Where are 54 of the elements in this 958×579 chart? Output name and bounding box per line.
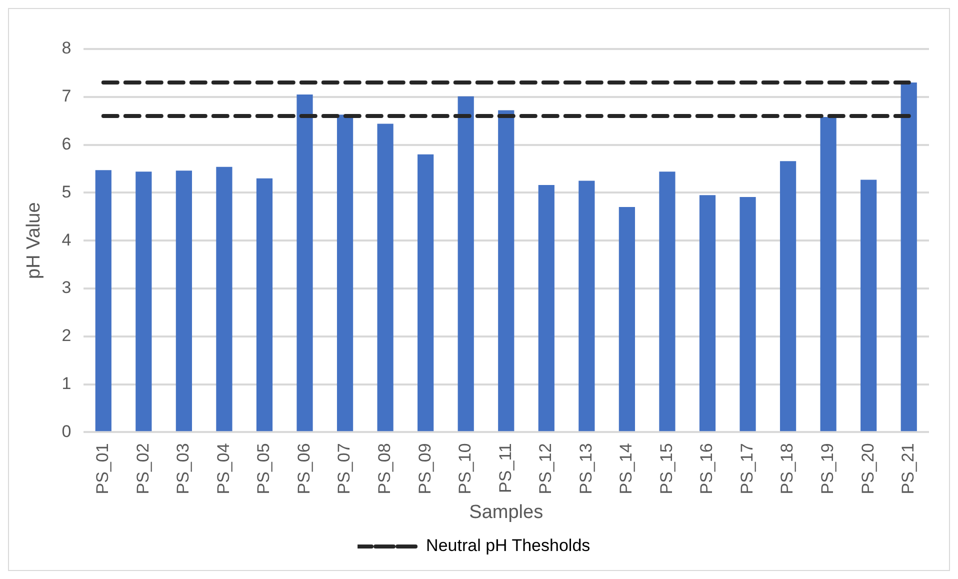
- bar: [95, 170, 112, 432]
- bar: [377, 124, 394, 432]
- y-tick-label: 7: [62, 86, 72, 106]
- x-tick-label: PS_16: [697, 443, 716, 494]
- bar: [578, 180, 595, 432]
- y-tick-label: 5: [62, 182, 72, 202]
- bar: [458, 96, 474, 432]
- bar: [780, 161, 796, 432]
- bar: [900, 82, 917, 432]
- x-tick-label: PS_04: [214, 443, 233, 494]
- x-tick-label: PS_01: [93, 443, 112, 494]
- bar: [256, 178, 273, 432]
- bar: [699, 195, 716, 432]
- x-tick-label: PS_13: [576, 443, 596, 494]
- x-tick-label: PS_15: [656, 443, 676, 494]
- x-tick-label: PS_03: [174, 443, 193, 494]
- y-tick-label: 8: [62, 38, 72, 58]
- bar: [336, 114, 354, 432]
- bar: [740, 196, 756, 432]
- x-tick-label: PS_02: [133, 443, 152, 494]
- bar: [176, 170, 192, 432]
- y-tick-label: 4: [62, 230, 72, 250]
- x-tick-label: PS_09: [415, 443, 434, 494]
- bar: [418, 154, 434, 432]
- bar: [296, 94, 313, 432]
- y-tick-label: 6: [62, 134, 72, 154]
- x-tick-label: PS_14: [616, 443, 636, 494]
- y-tick-label: 1: [62, 374, 72, 393]
- y-tick-label: 0: [62, 422, 72, 441]
- y-tick-label: 3: [62, 278, 72, 298]
- x-tick-label: PS_05: [254, 443, 274, 494]
- x-tick-label: PS_21: [898, 443, 918, 494]
- legend-label: Neutral pH Thesholds: [426, 536, 590, 556]
- x-tick-label: PS_06: [294, 443, 314, 494]
- x-tick-label: PS_20: [858, 443, 878, 494]
- bar: [860, 180, 877, 432]
- x-tick-label: PS_10: [456, 443, 475, 494]
- bar: [136, 172, 152, 432]
- x-axis-title: Samples: [469, 502, 544, 523]
- x-tick-label: PS_08: [374, 443, 394, 494]
- x-tick-label: PS_18: [778, 443, 797, 494]
- bar: [820, 117, 836, 432]
- x-tick-label: PS_19: [818, 443, 838, 494]
- x-tick-label: PS_17: [737, 443, 756, 494]
- x-tick-label: PS_07: [334, 443, 354, 494]
- bar: [538, 185, 554, 432]
- bar: [659, 172, 676, 432]
- bar: [216, 166, 232, 432]
- y-axis-title: pH Value: [24, 202, 45, 279]
- x-tick-label: PS_11: [496, 443, 515, 493]
- bar: [618, 207, 636, 432]
- y-tick-label: 2: [62, 326, 72, 346]
- x-tick-label: PS_12: [536, 443, 556, 494]
- bar: [498, 110, 514, 432]
